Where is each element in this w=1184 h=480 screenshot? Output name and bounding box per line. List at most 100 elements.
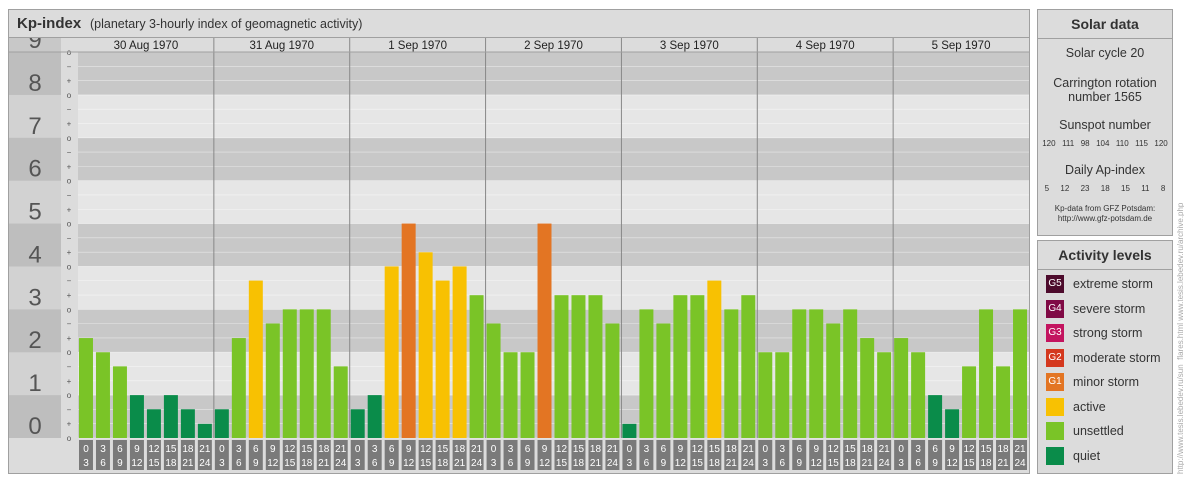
time-cell [299,440,314,470]
time-start-label: 21 [1014,444,1026,455]
kp-bar [146,409,161,438]
time-end-label: 15 [964,458,976,469]
time-cell [316,440,331,470]
minor-tick-label: o [67,220,72,229]
kp-bar [418,252,433,438]
y-axis-band [9,309,61,353]
time-cell [571,440,586,470]
kp-bar [605,323,620,438]
kp-bar [469,295,484,438]
time-cell [775,440,790,470]
time-start-label: 18 [862,444,874,455]
time-end-label: 9 [117,458,123,469]
minor-tick-label: + [67,77,72,86]
time-end-label: 18 [709,458,721,469]
time-start-label: 9 [678,444,684,455]
grid-band [78,52,1029,95]
time-start-label: 9 [406,444,412,455]
time-start-label: 21 [607,444,619,455]
grid-band [78,223,1029,267]
y-axis-band [9,395,61,438]
activity-levels-panel: Activity levels G5 extreme storm G4 severe … [1037,240,1173,474]
y-axis-band [9,266,61,310]
time-end-label: 3 [219,458,225,469]
time-cell [333,440,348,470]
minor-tick-label: − [67,320,72,329]
kp-bar [231,338,246,438]
kp-bar-chart: 0123456789o+−o+−o+−o+−o+−o+−o+−o+−o+−o30… [9,38,1029,470]
time-start-label: 6 [253,444,259,455]
ap-index-values: 5 12 23 18 15 11 8 [1039,184,1171,193]
kp-bar [996,366,1011,438]
time-cell [248,440,263,470]
sunspot-value: 120 [1154,139,1168,148]
time-start-label: 12 [148,444,160,455]
legend-label: unsettled [1073,424,1124,438]
sunspot-values: 120 111 98 104 110 115 120 [1039,139,1171,148]
time-cell [112,440,127,470]
time-cell [129,440,144,470]
time-start-label: 3 [100,444,106,455]
kp-bar [673,295,688,438]
y-tick-label: 7 [28,113,41,140]
time-cell [792,440,807,470]
time-cell [180,440,195,470]
time-start-label: 6 [389,444,395,455]
minor-tick-label: + [67,420,72,429]
kp-bar [571,295,586,438]
time-end-label: 3 [355,458,361,469]
kp-bar [758,352,773,438]
time-cell [367,440,382,470]
kp-bar [826,323,841,438]
time-end-label: 21 [590,458,602,469]
time-end-label: 12 [947,458,959,469]
y-axis-band [9,137,61,181]
kp-bar [452,266,467,438]
time-start-label: 12 [692,444,704,455]
time-end-label: 12 [131,458,143,469]
time-cell [197,440,212,470]
sunspot-value: 110 [1115,139,1129,148]
kp-bar [163,395,178,438]
time-end-label: 9 [525,458,531,469]
time-cell [163,440,178,470]
kp-bar [622,423,637,438]
kp-bar [724,309,739,438]
time-end-label: 15 [828,458,840,469]
kp-bar [928,395,943,438]
time-start-label: 18 [590,444,602,455]
y-tick-label: 1 [28,370,41,397]
kp-bar [265,323,280,438]
kp-bar [367,395,382,438]
kp-bar [316,309,331,438]
time-cell [384,440,399,470]
time-start-label: 21 [335,444,347,455]
day-label: 1 Sep 1970 [388,40,447,52]
kp-bar [197,423,212,438]
time-cell [673,440,688,470]
time-cell [894,440,909,470]
time-end-label: 15 [284,458,296,469]
time-end-label: 3 [762,458,768,469]
time-start-label: 18 [182,444,194,455]
kp-bar [95,352,110,438]
time-start-label: 9 [134,444,140,455]
time-start-label: 15 [165,444,177,455]
time-end-label: 21 [997,458,1009,469]
time-end-label: 21 [454,458,466,469]
y-tick-label: 9 [28,38,41,54]
legend-swatch: G1 [1046,373,1064,391]
time-start-label: 0 [491,444,497,455]
y-tick-label: 0 [28,413,41,440]
time-cell [843,440,858,470]
time-end-label: 6 [644,458,650,469]
grid-band [78,180,1029,224]
y-axis-band [9,223,61,267]
time-start-label: 18 [454,444,466,455]
time-cell [690,440,705,470]
kp-bar [350,409,365,438]
legend-label: extreme storm [1073,277,1153,291]
ap-index-value: 11 [1141,184,1150,193]
time-start-label: 3 [508,444,514,455]
